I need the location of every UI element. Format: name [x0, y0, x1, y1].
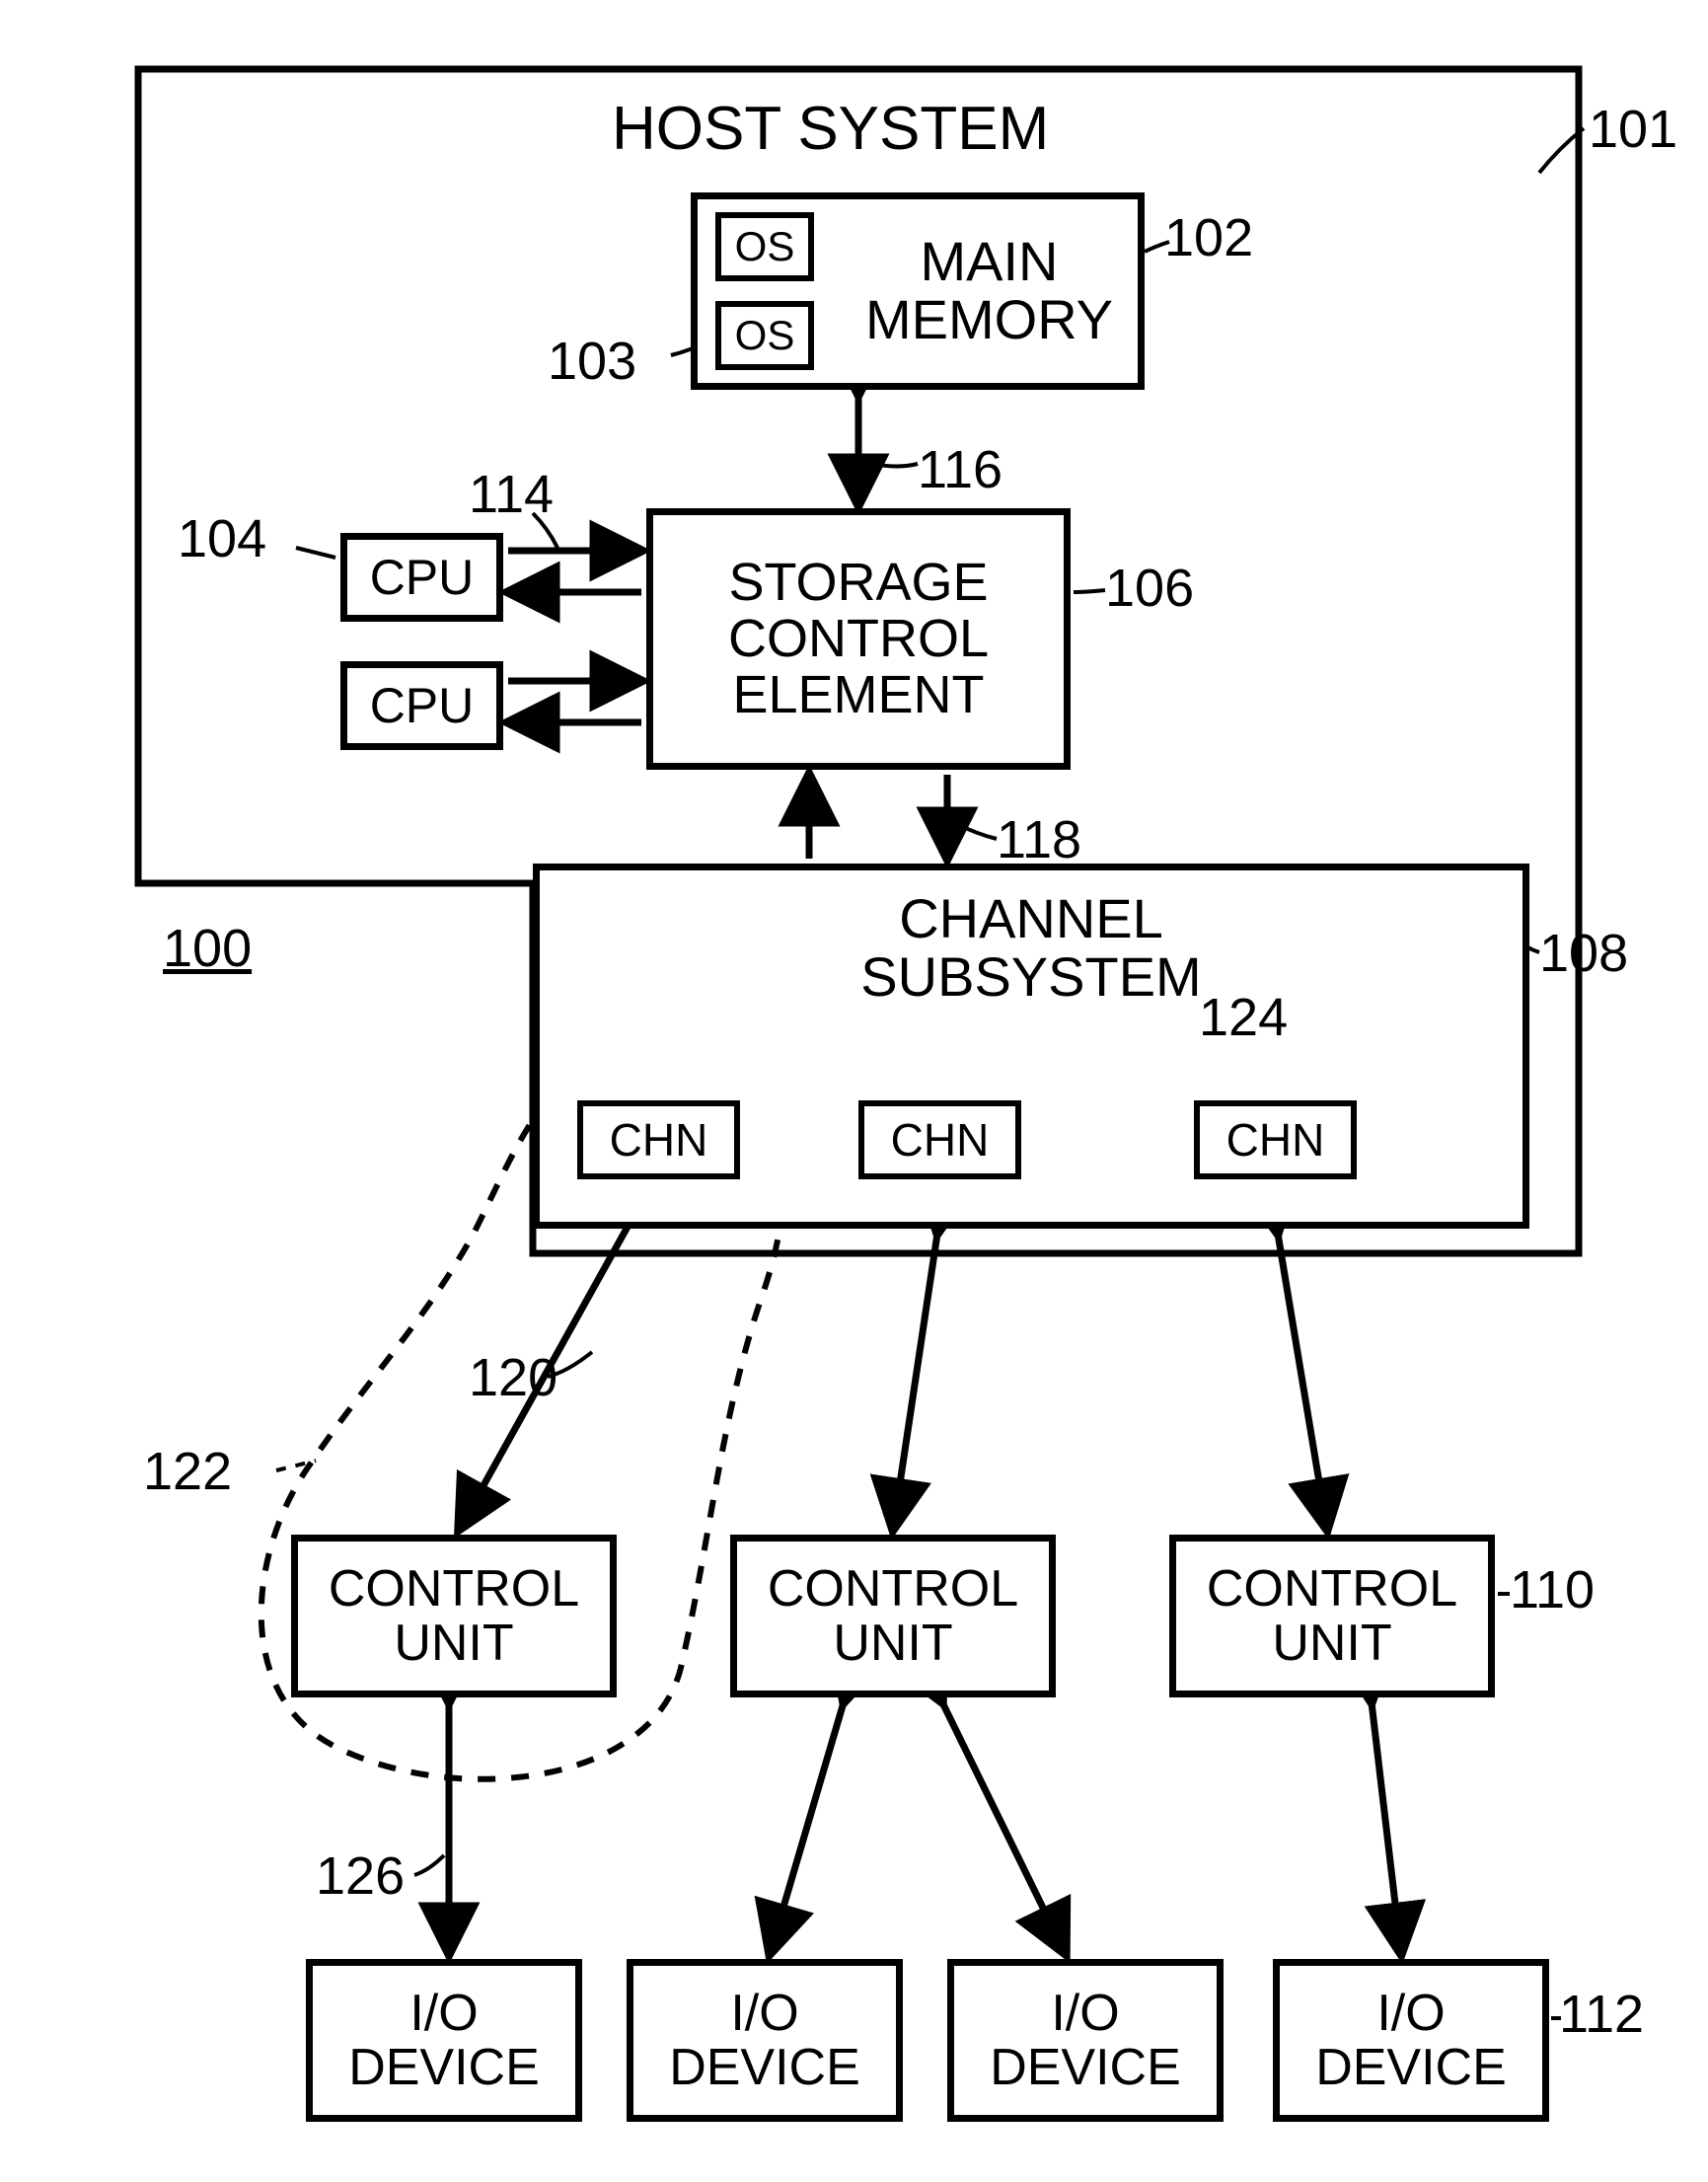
chn-box-1: CHN: [577, 1100, 740, 1179]
chn-box-3: CHN: [1194, 1100, 1357, 1179]
host-system-title: HOST SYSTEM: [612, 94, 1049, 164]
io-device-box-4: I/O DEVICE: [1273, 1959, 1549, 2122]
control-unit-box-2: CONTROL UNIT: [730, 1535, 1056, 1697]
ref-108: 108: [1539, 923, 1628, 984]
ref-104: 104: [178, 508, 266, 569]
io-device-box-1: I/O DEVICE: [306, 1959, 582, 2122]
ref-101: 101: [1589, 99, 1677, 160]
ref-118: 118: [997, 809, 1081, 870]
ref-112: 112: [1559, 1984, 1644, 2045]
os-box-1: OS: [715, 212, 814, 281]
io-device-box-3: I/O DEVICE: [947, 1959, 1224, 2122]
ref-116: 116: [918, 439, 1003, 500]
ref-126: 126: [316, 1845, 405, 1907]
ref-114: 114: [469, 464, 554, 525]
control-unit-box-1: CONTROL UNIT: [291, 1535, 617, 1697]
os-box-2: OS: [715, 301, 814, 370]
ref-100: 100: [163, 918, 252, 979]
ref-110: 110: [1510, 1559, 1595, 1620]
cpu-box-1: CPU: [340, 533, 503, 622]
storage-control-element-box: STORAGE CONTROL ELEMENT: [646, 508, 1071, 770]
cpu-box-2: CPU: [340, 661, 503, 750]
control-unit-box-3: CONTROL UNIT: [1169, 1535, 1495, 1697]
io-device-box-2: I/O DEVICE: [627, 1959, 903, 2122]
ref-124: 124: [1199, 987, 1288, 1048]
main-memory-label: MAIN MEMORY: [865, 233, 1113, 349]
ref-122: 122: [143, 1441, 232, 1502]
ref-103: 103: [548, 331, 636, 392]
diagram-canvas: HOST SYSTEM MAIN MEMORY OS OS CPU CPU ST…: [0, 0, 1708, 2182]
ref-120: 120: [469, 1347, 557, 1408]
ref-106: 106: [1105, 558, 1194, 619]
ref-102: 102: [1164, 207, 1253, 268]
chn-box-2: CHN: [858, 1100, 1021, 1179]
